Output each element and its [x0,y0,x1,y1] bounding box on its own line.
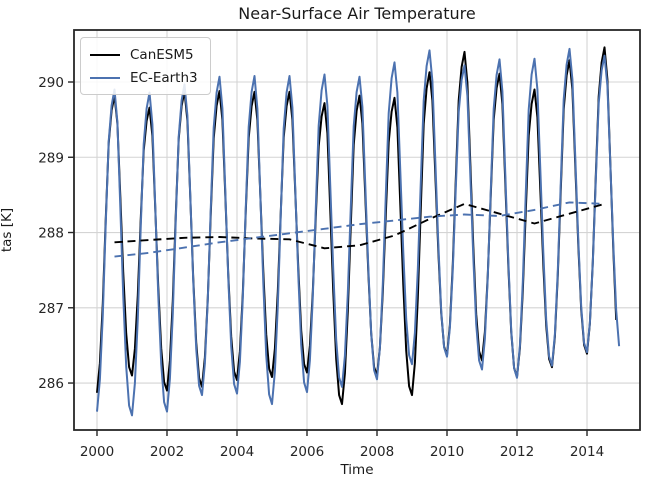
svg-text:2004: 2004 [220,444,254,460]
y-axis: 286 287 288 289 290 [38,75,74,392]
svg-text:2010: 2010 [430,444,464,460]
x-axis: 2000 2002 2004 2006 2008 2010 2012 2014 [80,430,604,460]
svg-text:2014: 2014 [570,444,604,460]
svg-text:2002: 2002 [150,444,184,460]
svg-text:2000: 2000 [80,444,114,460]
canesm5-line-swatch [90,53,120,56]
svg-text:288: 288 [38,226,64,242]
y-axis-label: tas [K] [0,207,15,253]
svg-text:2008: 2008 [360,444,394,460]
legend-item-canesm5: CanESM5 [90,43,198,66]
legend-label-canesm5: CanESM5 [130,46,194,63]
chart-title: Near-Surface Air Temperature [238,4,476,23]
legend-label-ec-earth3: EC-Earth3 [130,69,198,86]
spines [73,29,641,431]
series-EC-Earth3-annual-mean [114,201,605,258]
svg-text:2006: 2006 [290,444,324,460]
svg-text:289: 289 [38,150,64,166]
legend: CanESM5 EC-Earth3 [80,37,211,95]
svg-text:287: 287 [38,301,64,317]
x-axis-label: Time [340,462,374,478]
ec-earth3-line-swatch [90,76,120,79]
legend-item-ec-earth3: EC-Earth3 [90,66,198,89]
svg-text:290: 290 [38,75,64,91]
series-CanESM5 [96,46,618,406]
series-CanESM5-annual-mean [114,202,605,250]
svg-text:286: 286 [38,376,64,392]
svg-text:2012: 2012 [500,444,534,460]
